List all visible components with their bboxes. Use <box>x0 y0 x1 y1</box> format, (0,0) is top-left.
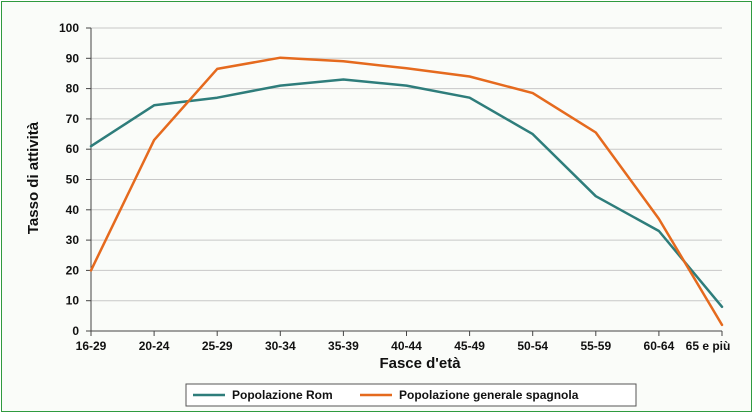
x-tick-label: 45-49 <box>454 339 485 353</box>
x-tick-label: 30-34 <box>265 339 296 353</box>
y-tick-label: 80 <box>66 82 80 96</box>
x-tick-label: 40-44 <box>391 339 422 353</box>
y-tick-label: 70 <box>66 112 80 126</box>
x-tick-label: 25-29 <box>202 339 233 353</box>
x-tick-label: 60-64 <box>644 339 675 353</box>
legend-label-spagnola: Popolazione generale spagnola <box>399 388 579 402</box>
legend-label-rom: Popolazione Rom <box>232 388 333 402</box>
y-tick-label: 50 <box>66 173 80 187</box>
y-tick-label: 10 <box>66 294 80 308</box>
tick-labels: 0 10 20 30 40 50 60 70 80 90 100 16-29 20-24 25-29 30-… <box>59 21 730 353</box>
y-tick-label: 60 <box>66 142 80 156</box>
x-tick-label: 50-54 <box>517 339 548 353</box>
series-line-rom <box>89 78 724 309</box>
axes <box>86 27 723 336</box>
y-tick-label: 40 <box>66 203 80 217</box>
x-tick-label: 20-24 <box>139 339 170 353</box>
legend: Popolazione Rom Popolazione generale spa… <box>185 383 637 407</box>
x-axis-title: Fasce d'età <box>379 355 461 372</box>
y-tick-label: 100 <box>59 21 79 35</box>
y-tick-label: 20 <box>66 263 80 277</box>
x-tick-label: 35-39 <box>328 339 359 353</box>
x-tick-label: 16-29 <box>76 339 107 353</box>
series-line-spagnola <box>89 56 724 327</box>
x-tick-label: 55-59 <box>580 339 611 353</box>
x-tick-label: 65 e più <box>686 339 731 353</box>
y-tick-label: 30 <box>66 233 80 247</box>
legend-box <box>185 383 637 407</box>
series-lines <box>89 56 724 327</box>
y-tick-label: 0 <box>72 324 79 338</box>
y-tick-label: 90 <box>66 51 80 65</box>
y-axis-title: Tasso di attività <box>25 121 42 234</box>
gridlines <box>91 27 722 302</box>
